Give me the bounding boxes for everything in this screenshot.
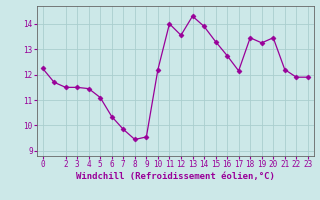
X-axis label: Windchill (Refroidissement éolien,°C): Windchill (Refroidissement éolien,°C): [76, 172, 275, 181]
